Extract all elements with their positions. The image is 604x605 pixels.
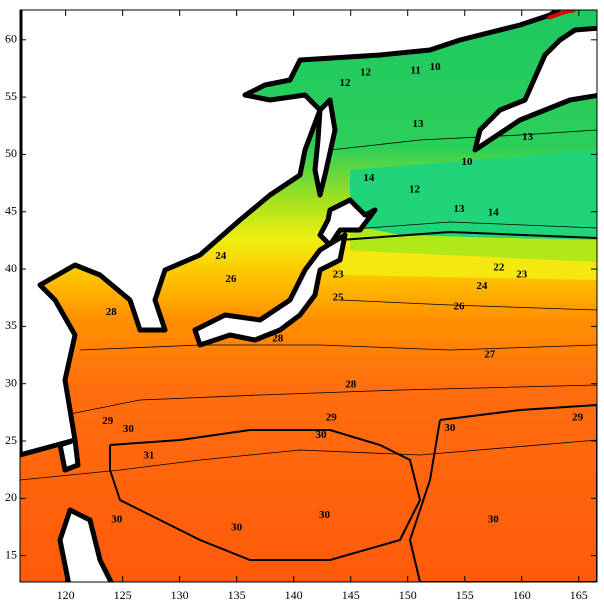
contour-label: 24 [476, 280, 488, 292]
contour-label: 13 [412, 118, 424, 130]
contour-label: 30 [444, 422, 456, 434]
contour-label: 24 [215, 250, 227, 262]
x-tick-label: 145 [342, 588, 360, 602]
x-tick-label: 130 [171, 588, 189, 602]
contour-label: 28 [106, 306, 118, 318]
y-tick-label: 50 [5, 146, 17, 160]
y-tick-label: 45 [5, 203, 17, 217]
contour-label: 28 [345, 378, 357, 390]
contour-label: 31 [143, 449, 154, 461]
y-tick-label: 40 [5, 261, 17, 275]
contour-label: 30 [231, 522, 243, 534]
y-tick-label: 55 [5, 89, 17, 103]
contour-label: 27 [484, 349, 496, 361]
contour-label: 14 [488, 206, 500, 218]
contour-label: 28 [272, 333, 284, 345]
contour-label: 30 [123, 423, 135, 435]
y-tick-label: 25 [5, 433, 17, 447]
contour-label: 12 [360, 67, 372, 79]
x-tick-label: 160 [513, 588, 531, 602]
contour-label: 30 [488, 514, 500, 526]
contour-label: 25 [333, 291, 345, 303]
y-tick-label: 20 [5, 490, 17, 504]
plot-frame [19, 9, 598, 583]
contour-label: 14 [363, 172, 375, 184]
contour-label: 29 [572, 412, 584, 424]
contour-label: 23 [333, 268, 345, 280]
contour-label: 11 [410, 64, 420, 76]
contour-label: 10 [430, 61, 442, 73]
contour-label: 12 [339, 77, 351, 89]
x-tick-label: 125 [114, 588, 132, 602]
contour-label: 29 [102, 415, 114, 427]
contour-label: 22 [493, 261, 505, 273]
field [20, 10, 597, 582]
contour-label: 13 [454, 203, 466, 215]
x-tick-label: 150 [399, 588, 417, 602]
y-tick-label: 15 [5, 547, 17, 561]
contour-label: 23 [516, 268, 528, 280]
contour-label: 10 [462, 156, 474, 168]
contour-label: 13 [522, 131, 534, 143]
contour-label: 29 [326, 412, 338, 424]
x-tick-label: 155 [456, 588, 474, 602]
contour-label: 26 [225, 273, 237, 285]
x-tick-label: 140 [285, 588, 303, 602]
x-tick-label: 165 [570, 588, 588, 602]
y-tick-label: 35 [5, 318, 17, 332]
contour-label: 26 [454, 300, 466, 312]
y-tick-label: 30 [5, 375, 17, 389]
contour-label: 12 [409, 183, 421, 195]
x-tick-label: 135 [228, 588, 246, 602]
contour-label: 30 [319, 509, 331, 521]
y-tick-label: 60 [5, 32, 17, 46]
x-tick-label: 120 [57, 588, 75, 602]
contour-label: 30 [316, 429, 328, 441]
contour-label: 30 [111, 514, 123, 526]
